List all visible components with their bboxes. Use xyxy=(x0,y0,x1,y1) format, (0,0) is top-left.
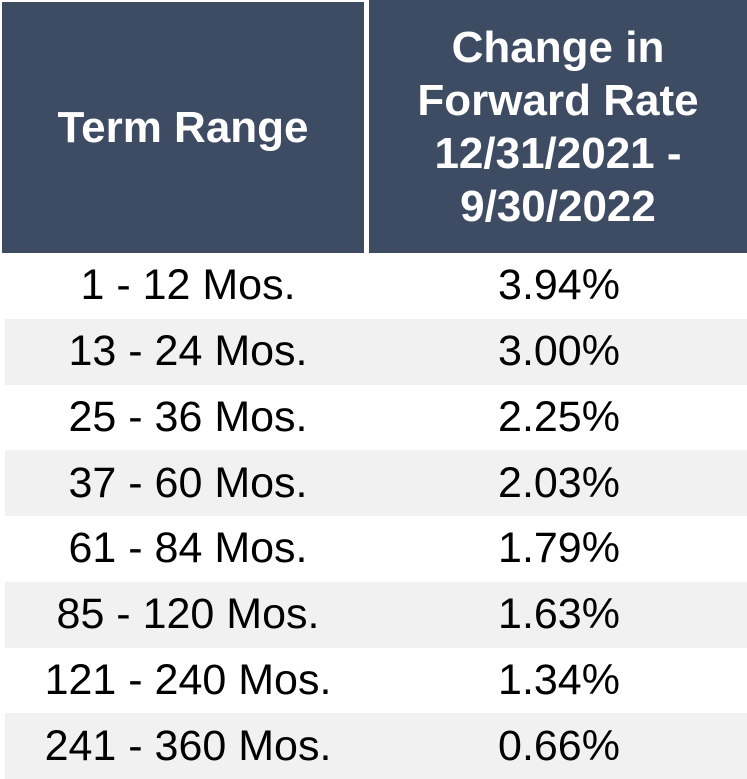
change-value-cell: 1.34% xyxy=(498,655,620,704)
change-value-cell: 1.63% xyxy=(498,590,620,639)
table-row: 121 - 240 Mos. 1.34% xyxy=(0,647,747,714)
change-value-cell: 3.00% xyxy=(498,327,620,376)
term-range-cell: 37 - 60 Mos. xyxy=(68,458,308,507)
table-row: 13 - 24 Mos. 3.00% xyxy=(0,318,747,385)
term-range-cell: 25 - 36 Mos. xyxy=(68,392,308,441)
term-range-cell: 241 - 360 Mos. xyxy=(44,721,332,770)
term-range-cell: 61 - 84 Mos. xyxy=(68,524,308,573)
table-row: 85 - 120 Mos. 1.63% xyxy=(0,581,747,648)
table-row: 37 - 60 Mos. 2.03% xyxy=(0,450,747,516)
change-value-cell: 2.25% xyxy=(498,392,620,441)
change-value-cell: 0.66% xyxy=(498,721,620,770)
term-range-cell: 121 - 240 Mos. xyxy=(44,655,332,704)
change-value-cell: 3.94% xyxy=(498,261,620,310)
table-row: 241 - 360 Mos. 0.66% xyxy=(0,713,747,779)
table-row: 61 - 84 Mos. 1.79% xyxy=(0,516,747,582)
term-range-cell: 85 - 120 Mos. xyxy=(56,590,320,639)
table-row: 1 - 12 Mos. 3.94% xyxy=(0,253,747,319)
header-term-range: Term Range xyxy=(0,0,369,253)
table-header-row: Term Range Change in Forward Rate 12/31/20… xyxy=(0,0,747,253)
change-value-cell: 1.79% xyxy=(498,524,620,573)
term-range-cell: 1 - 12 Mos. xyxy=(80,261,296,310)
header-change-in-forward-rate: Change in Forward Rate 12/31/2021 -9/30/20… xyxy=(369,0,747,253)
change-value-cell: 2.03% xyxy=(498,458,620,507)
table-row: 25 - 36 Mos. 2.25% xyxy=(0,384,747,451)
table-body: 1 - 12 Mos. 3.94% 13 - 24 Mos. 3.00% 25 - 36… xyxy=(0,253,747,779)
term-range-cell: 13 - 24 Mos. xyxy=(68,327,308,376)
